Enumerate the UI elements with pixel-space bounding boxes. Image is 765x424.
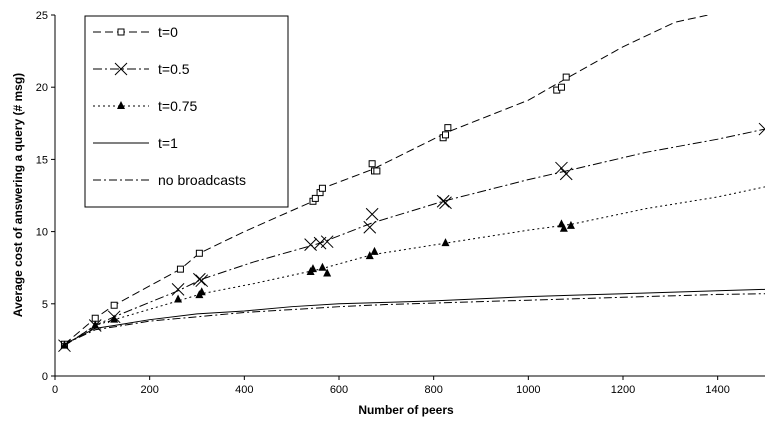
x-tick-label: 400 [235, 384, 253, 396]
x-marker-stroke [363, 220, 377, 234]
square-marker [195, 249, 203, 257]
triangle-marker [323, 268, 332, 277]
x-axis-title: Number of peers [358, 403, 454, 417]
x-marker-stroke [758, 122, 765, 130]
legend-label: t=1 [158, 135, 178, 151]
x-marker-stroke [559, 167, 573, 181]
triangle-marker [566, 220, 575, 229]
x-marker [555, 161, 568, 175]
legend-label: t=0 [158, 24, 178, 40]
x-marker-stroke [193, 272, 206, 286]
square-marker [318, 184, 326, 192]
y-tick-label: 0 [42, 371, 48, 383]
legend-item: t=0.75 [93, 98, 198, 114]
square-marker [373, 167, 381, 175]
triangle-marker [197, 287, 206, 296]
x-marker-stroke [304, 238, 317, 251]
triangle-marker [117, 101, 125, 109]
x-tick-label: 200 [140, 384, 158, 396]
x-tick-label: 1400 [705, 384, 729, 396]
square-marker [176, 265, 184, 273]
series-layer [58, 15, 765, 353]
legend-box [84, 15, 289, 208]
triangle-marker [110, 314, 119, 323]
triangle-marker [318, 262, 327, 271]
y-tick-label: 20 [36, 82, 48, 94]
x-marker-stroke [436, 194, 450, 208]
y-tick-label: 15 [36, 154, 48, 166]
square-marker [442, 131, 449, 139]
square-marker [311, 194, 319, 202]
legend-item: no broadcasts [93, 172, 246, 188]
legend-item: t=0.5 [93, 61, 190, 77]
x-marker [365, 207, 379, 221]
series-1 [58, 122, 765, 353]
triangle-marker [365, 251, 374, 260]
legend-label: t=0.75 [158, 98, 198, 114]
legend-label: no broadcasts [158, 172, 246, 188]
x-marker-stroke [439, 196, 452, 210]
y-tick-label: 25 [36, 10, 48, 22]
x-marker-stroke [320, 235, 334, 249]
legend-label: t=0.5 [158, 61, 190, 77]
square-marker [110, 301, 118, 309]
legend-item: t=1 [93, 135, 178, 151]
x-marker-stroke [555, 161, 568, 175]
square-marker [562, 73, 570, 81]
x-tick-label: 800 [424, 384, 442, 396]
x-marker-stroke [365, 207, 379, 221]
x-marker [559, 167, 573, 181]
x-tick-label: 1000 [516, 384, 540, 396]
x-marker [439, 196, 452, 210]
x-marker [758, 122, 765, 136]
series-4 [64, 293, 765, 345]
triangle-marker [174, 294, 183, 303]
x-marker-stroke [171, 283, 185, 296]
series-3 [64, 288, 765, 345]
x-tick-label: 1200 [611, 384, 635, 396]
triangle-marker [91, 320, 100, 329]
series-2 [60, 186, 765, 349]
series-line [64, 186, 765, 347]
x-marker [436, 194, 450, 208]
y-tick-label: 10 [36, 227, 48, 239]
series-line [64, 288, 765, 345]
series-line [64, 128, 765, 347]
square-marker [444, 124, 452, 132]
x-tick-label: 600 [330, 384, 348, 396]
y-tick-label: 5 [42, 299, 48, 311]
square-marker [91, 314, 99, 322]
square-marker [368, 160, 376, 168]
square-marker [557, 83, 565, 91]
x-marker [193, 272, 206, 286]
x-marker [171, 283, 185, 296]
triangle-marker [559, 223, 568, 232]
axes: 0 5 10 15 20 25 0 200 400 600 800 1000 1200 1400 [36, 10, 765, 396]
x-marker [114, 62, 128, 76]
triangle-marker [370, 246, 379, 255]
legend: t=0 t=0.5 t=0.75 t=1 no broadcasts [84, 15, 289, 208]
x-marker [363, 220, 377, 234]
y-axis-title: Average cost of answering a query (# msg… [11, 73, 25, 317]
x-marker [195, 274, 209, 288]
x-marker-stroke [758, 128, 765, 136]
x-marker [320, 235, 334, 249]
x-marker-stroke [195, 274, 209, 288]
x-tick-label: 0 [52, 384, 58, 396]
triangle-marker [308, 264, 317, 273]
triangle-marker [60, 340, 69, 349]
x-marker-stroke [114, 62, 128, 76]
legend-item: t=0 [93, 24, 178, 40]
square-marker [117, 28, 125, 36]
series-line [64, 293, 765, 345]
triangle-marker [441, 238, 450, 247]
